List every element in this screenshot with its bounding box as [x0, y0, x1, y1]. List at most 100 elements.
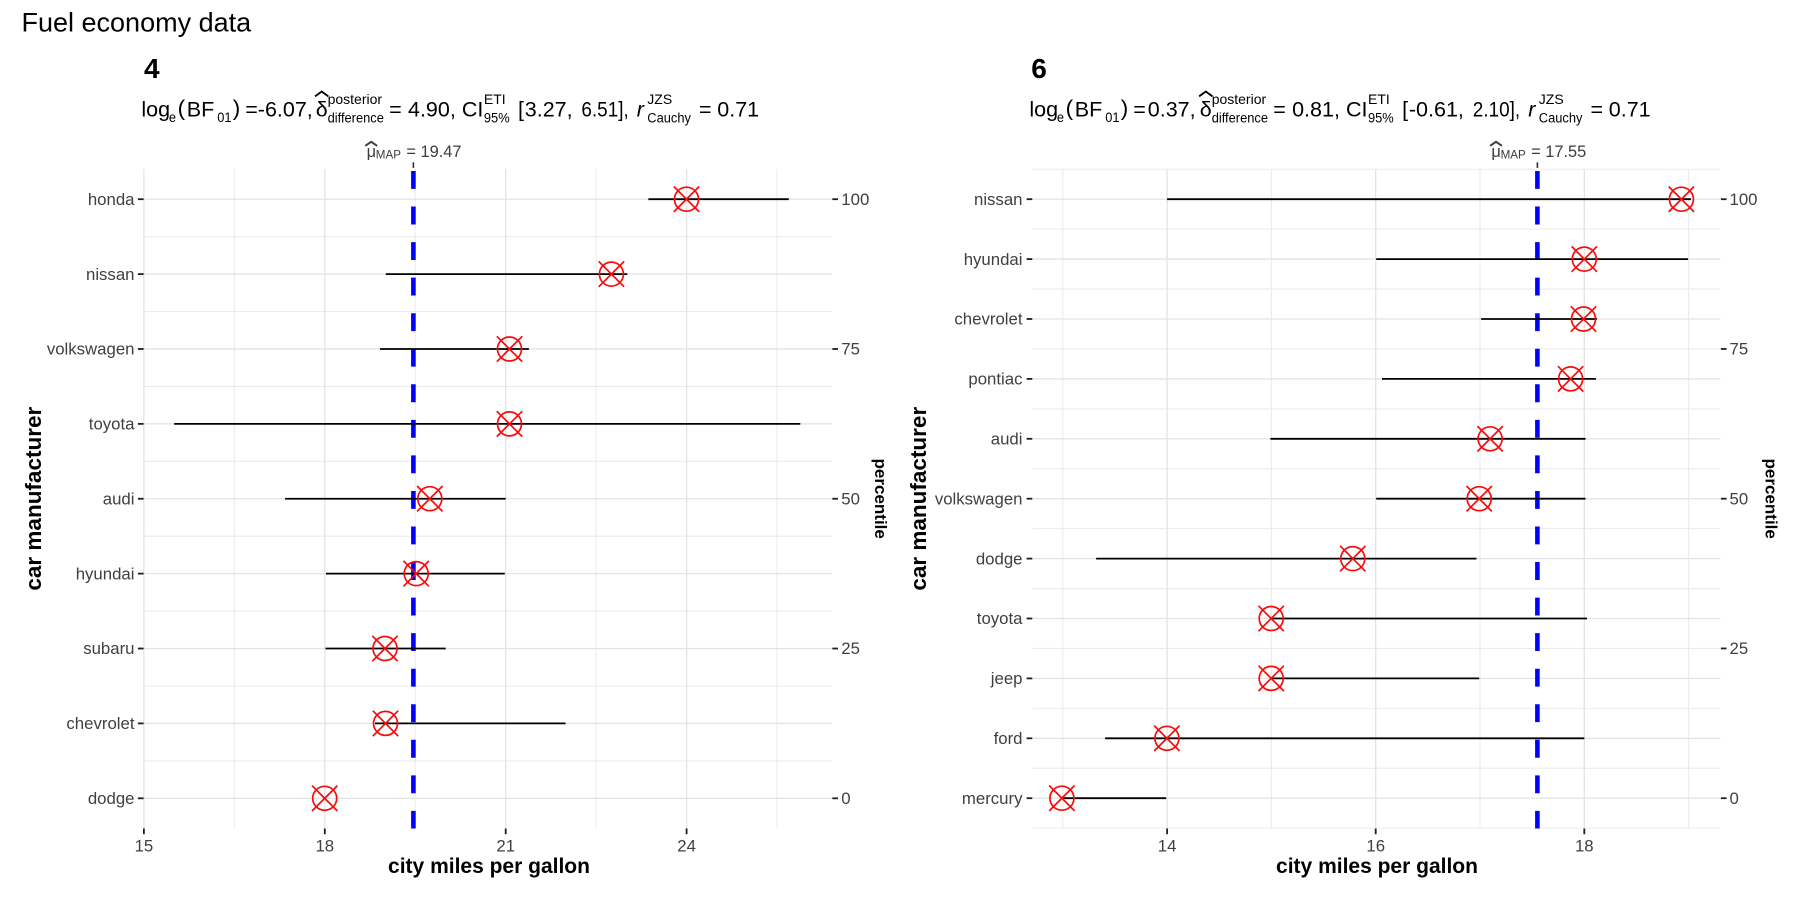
svg-text:=: = — [1591, 98, 1604, 122]
svg-text:0: 0 — [1730, 789, 1739, 808]
svg-text:0.37,: 0.37, — [1148, 98, 1196, 122]
svg-text:chevrolet: chevrolet — [66, 714, 134, 733]
svg-text:ford: ford — [994, 729, 1023, 748]
svg-text:toyota: toyota — [89, 415, 135, 434]
svg-text:18: 18 — [315, 837, 334, 856]
svg-text:jeep: jeep — [990, 669, 1023, 688]
svg-text:Cauchy: Cauchy — [1539, 110, 1583, 126]
svg-text:mercury: mercury — [962, 789, 1023, 808]
svg-text:25: 25 — [841, 639, 860, 658]
svg-text:percentile: percentile — [1762, 459, 1781, 539]
svg-text:percentile: percentile — [871, 459, 890, 539]
svg-text:0.71: 0.71 — [1609, 98, 1651, 122]
svg-text:toyota: toyota — [977, 609, 1023, 628]
svg-text:e: e — [1057, 110, 1064, 126]
svg-text:=: = — [245, 98, 258, 122]
svg-text:0: 0 — [841, 789, 850, 808]
svg-text:75: 75 — [841, 340, 860, 359]
svg-text:honda: honda — [88, 190, 135, 209]
svg-text:0.71: 0.71 — [717, 98, 759, 122]
svg-text:): ) — [233, 96, 241, 121]
svg-text:14: 14 — [1158, 837, 1177, 856]
svg-text:4: 4 — [144, 53, 160, 84]
svg-text:μ: μ — [1491, 143, 1500, 161]
svg-text:= 17.55: = 17.55 — [1527, 143, 1587, 161]
svg-text:nissan: nissan — [86, 265, 135, 284]
svg-text:2.10],: 2.10], — [1473, 98, 1520, 121]
svg-text:0.81,: 0.81, — [1292, 98, 1340, 122]
svg-text:18: 18 — [1575, 837, 1594, 856]
svg-text:75: 75 — [1730, 340, 1749, 359]
svg-text:MAP: MAP — [1501, 148, 1526, 161]
svg-text:100: 100 — [1730, 190, 1758, 209]
svg-text:-0.61,: -0.61, — [1409, 98, 1464, 122]
svg-text:e: e — [169, 110, 176, 126]
svg-text:difference: difference — [328, 110, 384, 126]
svg-text:posterior: posterior — [1212, 91, 1267, 107]
svg-text:BF: BF — [1075, 98, 1102, 122]
svg-text:log: log — [1029, 98, 1058, 122]
svg-text:100: 100 — [841, 190, 869, 209]
svg-text:=: = — [699, 98, 712, 122]
svg-text:volkswagen: volkswagen — [935, 489, 1023, 508]
svg-text:r: r — [637, 98, 645, 122]
svg-text:r: r — [1528, 98, 1536, 122]
svg-text:01: 01 — [1105, 110, 1119, 126]
svg-text:6: 6 — [1031, 53, 1047, 84]
svg-text:δ: δ — [316, 98, 328, 122]
svg-text:24: 24 — [677, 837, 696, 856]
svg-text:pontiac: pontiac — [968, 370, 1022, 389]
svg-text:4.90,: 4.90, — [408, 98, 456, 122]
svg-text:JZS: JZS — [647, 91, 672, 107]
svg-text:21: 21 — [496, 837, 515, 856]
svg-text:-6.07,: -6.07, — [258, 98, 313, 122]
svg-text:Cauchy: Cauchy — [647, 110, 691, 126]
svg-text:3.27,: 3.27, — [525, 98, 573, 122]
svg-text:dodge: dodge — [976, 549, 1023, 568]
svg-text:audi: audi — [991, 430, 1023, 449]
svg-text:[: [ — [1402, 98, 1408, 122]
svg-text:[: [ — [518, 98, 524, 122]
svg-text:MAP: MAP — [376, 148, 401, 161]
svg-text:50: 50 — [841, 489, 860, 508]
svg-text:chevrolet: chevrolet — [954, 310, 1022, 329]
svg-text:dodge: dodge — [88, 789, 135, 808]
svg-text:=: = — [1273, 98, 1286, 122]
svg-text:CI: CI — [462, 98, 484, 122]
svg-text:difference: difference — [1212, 110, 1268, 126]
svg-text:25: 25 — [1730, 639, 1749, 658]
svg-text:95%: 95% — [484, 110, 510, 126]
svg-text:(: ( — [1066, 96, 1074, 121]
svg-text:hyundai: hyundai — [964, 250, 1023, 269]
svg-text:log: log — [141, 98, 170, 122]
svg-text:ETI: ETI — [1368, 91, 1390, 107]
svg-text:): ) — [1121, 96, 1129, 121]
svg-text:car manufacturer: car manufacturer — [906, 407, 931, 591]
svg-text:subaru: subaru — [83, 639, 134, 658]
svg-text:CI: CI — [1346, 98, 1368, 122]
svg-text:δ: δ — [1200, 98, 1212, 122]
svg-text:50: 50 — [1730, 489, 1749, 508]
svg-text:audi: audi — [103, 489, 135, 508]
svg-text:6.51],: 6.51], — [581, 98, 628, 121]
svg-text:hyundai: hyundai — [76, 564, 135, 583]
svg-text:nissan: nissan — [974, 190, 1023, 209]
svg-text:Fuel economy data: Fuel economy data — [22, 7, 253, 37]
svg-text:16: 16 — [1366, 837, 1385, 856]
svg-text:car manufacturer: car manufacturer — [21, 407, 46, 591]
svg-text:(: ( — [178, 96, 186, 121]
svg-text:ETI: ETI — [484, 91, 506, 107]
svg-text:=: = — [389, 98, 402, 122]
svg-text:JZS: JZS — [1539, 91, 1564, 107]
svg-text:city miles per gallon: city miles per gallon — [1276, 855, 1478, 878]
svg-text:μ: μ — [367, 143, 376, 161]
svg-text:=: = — [1133, 98, 1146, 122]
svg-text:01: 01 — [217, 110, 231, 126]
svg-text:15: 15 — [135, 837, 154, 856]
svg-text:= 19.47: = 19.47 — [402, 143, 462, 161]
svg-text:posterior: posterior — [328, 91, 383, 107]
svg-text:volkswagen: volkswagen — [47, 340, 135, 359]
svg-text:95%: 95% — [1368, 110, 1394, 126]
svg-text:city miles per gallon: city miles per gallon — [388, 855, 590, 878]
svg-text:BF: BF — [187, 98, 214, 122]
